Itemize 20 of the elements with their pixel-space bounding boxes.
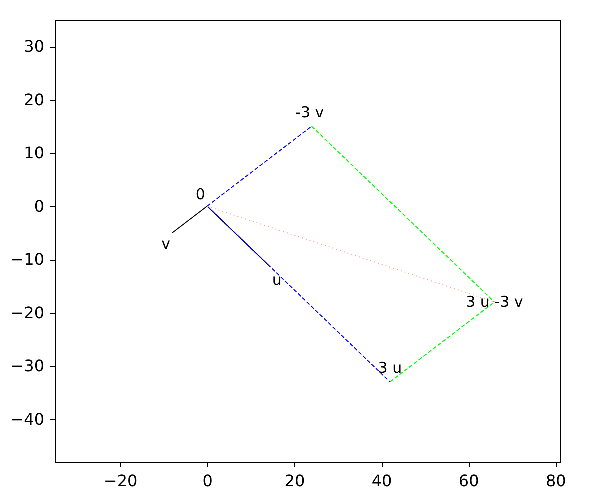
annotation: 3 u xyxy=(378,359,402,378)
annotation: -3 v xyxy=(296,104,324,122)
x-tick-label: 0 xyxy=(202,472,213,490)
y-tick-label: −20 xyxy=(10,303,44,322)
y-tick-label: 20 xyxy=(24,90,44,110)
x-tick-label: 80 xyxy=(546,472,566,490)
annotation: v xyxy=(162,235,171,254)
annotation: u xyxy=(272,270,282,289)
y-tick-label: −40 xyxy=(10,410,44,429)
y-tick-label: 10 xyxy=(24,144,44,163)
y-tick-label: 0 xyxy=(34,196,44,216)
x-tick-label: 40 xyxy=(372,472,392,490)
y-tick-label: −30 xyxy=(10,356,44,376)
y-tick-label: 30 xyxy=(24,37,44,56)
annotation: 3 u -3 v xyxy=(466,293,524,312)
x-tick-label: 60 xyxy=(458,472,480,490)
annotation: 0 xyxy=(196,185,206,204)
x-tick-label: 20 xyxy=(284,472,306,490)
x-tick-label: −20 xyxy=(104,472,138,490)
y-tick-label: −10 xyxy=(10,250,44,270)
